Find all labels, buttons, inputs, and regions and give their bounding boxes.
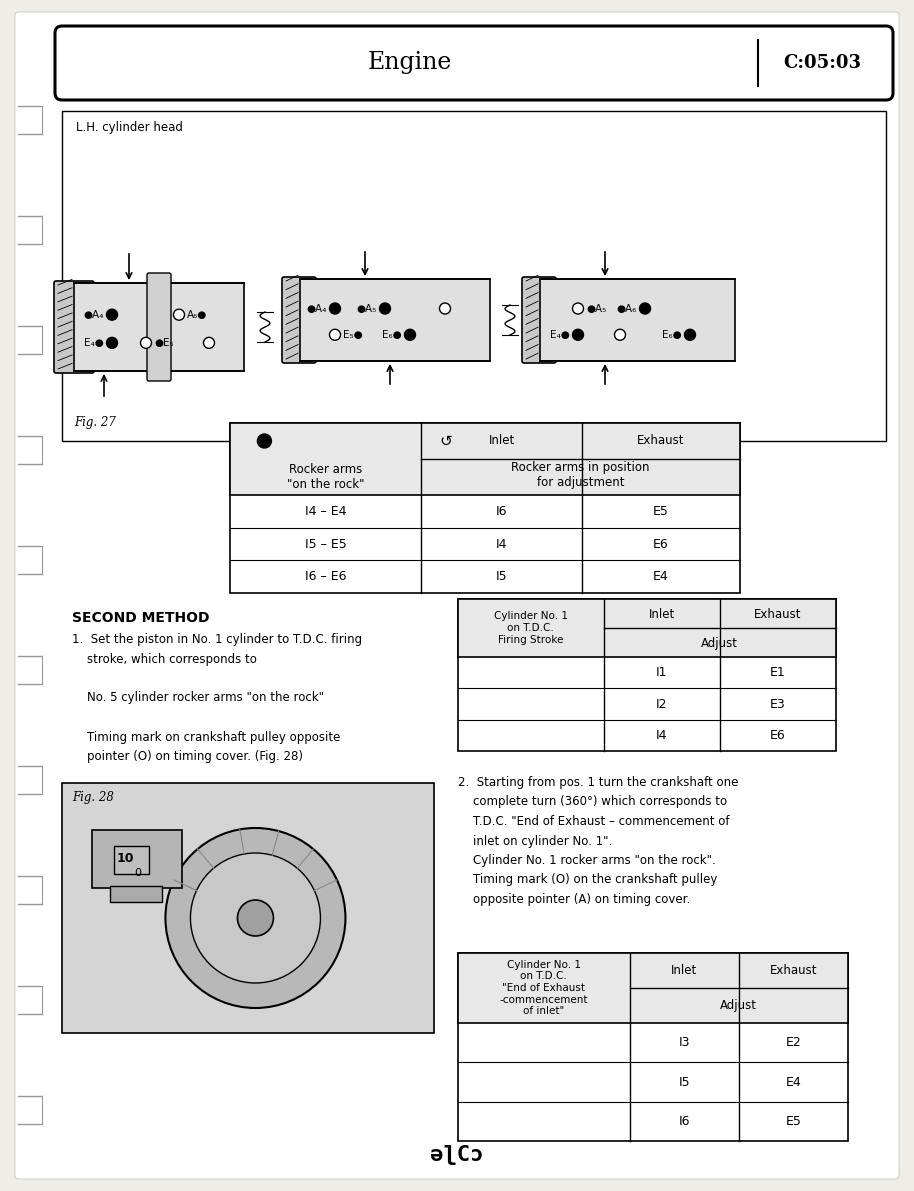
Text: I2: I2: [656, 698, 667, 711]
Text: E₄●: E₄●: [550, 330, 570, 339]
Text: E6: E6: [654, 537, 669, 550]
Text: Exhaust: Exhaust: [754, 607, 802, 621]
Text: I4: I4: [656, 729, 667, 742]
Text: Inlet: Inlet: [649, 607, 675, 621]
Text: I4: I4: [495, 537, 507, 550]
Circle shape: [330, 329, 341, 341]
Text: 2.  Starting from pos. 1 turn the crankshaft one
    complete turn (360°) which : 2. Starting from pos. 1 turn the cranksh…: [458, 777, 739, 906]
FancyBboxPatch shape: [522, 278, 556, 363]
Bar: [92, 830, 182, 888]
Circle shape: [440, 303, 451, 314]
FancyBboxPatch shape: [15, 12, 899, 1179]
Text: 1.  Set the piston in No. 1 cylinder to T.D.C. firing
    stroke, which correspo: 1. Set the piston in No. 1 cylinder to T…: [72, 632, 362, 763]
Text: ●A₅: ●A₅: [356, 304, 377, 313]
Text: ↺: ↺: [440, 434, 452, 449]
Circle shape: [165, 828, 345, 1008]
Text: E5: E5: [785, 1115, 802, 1128]
FancyBboxPatch shape: [54, 281, 94, 373]
Circle shape: [572, 303, 583, 314]
Text: E₆●: E₆●: [663, 330, 682, 339]
Text: I6: I6: [495, 505, 507, 518]
Text: E5: E5: [653, 505, 669, 518]
Bar: [458, 953, 848, 1023]
Text: Fig. 28: Fig. 28: [72, 791, 114, 804]
Bar: [74, 283, 244, 372]
Circle shape: [238, 900, 273, 936]
Circle shape: [190, 853, 321, 983]
Text: ●A₆: ●A₆: [617, 304, 637, 313]
Text: Cylinder No. 1
on T.D.C.
Firing Stroke: Cylinder No. 1 on T.D.C. Firing Stroke: [494, 611, 568, 644]
Circle shape: [204, 337, 215, 348]
Bar: [458, 953, 848, 1141]
Text: Adjust: Adjust: [701, 637, 739, 650]
Text: Rocker arms
"on the rock": Rocker arms "on the rock": [287, 463, 365, 491]
Bar: [110, 886, 162, 902]
Text: E₆●: E₆●: [382, 330, 402, 339]
Bar: [540, 279, 735, 361]
Text: E3: E3: [771, 698, 786, 711]
Bar: [62, 782, 434, 1033]
Text: I1: I1: [656, 666, 667, 679]
Text: E₅●: E₅●: [343, 330, 363, 339]
Circle shape: [685, 329, 696, 341]
FancyBboxPatch shape: [147, 273, 171, 381]
Text: Rocker arms in position
for adjustment: Rocker arms in position for adjustment: [511, 461, 650, 490]
Text: I6 – E6: I6 – E6: [305, 570, 346, 584]
Bar: [458, 599, 836, 752]
Text: A₆●: A₆●: [187, 310, 207, 319]
Text: Inlet: Inlet: [488, 435, 515, 448]
Bar: [458, 599, 836, 657]
Text: ●E₅: ●E₅: [154, 338, 174, 348]
Text: ●A₅: ●A₅: [586, 304, 606, 313]
Circle shape: [107, 337, 118, 348]
Circle shape: [174, 310, 185, 320]
Text: Fig. 27: Fig. 27: [74, 416, 116, 429]
FancyBboxPatch shape: [55, 26, 893, 100]
Bar: [62, 111, 886, 441]
Text: E6: E6: [771, 729, 786, 742]
Text: I5: I5: [495, 570, 507, 584]
Text: Cylinder No. 1
on T.D.C.
"End of Exhaust
-commencement
of inlet": Cylinder No. 1 on T.D.C. "End of Exhaust…: [500, 960, 588, 1016]
Text: I4 – E4: I4 – E4: [305, 505, 346, 518]
Circle shape: [379, 303, 390, 314]
Text: E2: E2: [785, 1036, 802, 1049]
Text: I5 – E5: I5 – E5: [304, 537, 346, 550]
Text: Inlet: Inlet: [671, 965, 697, 978]
Circle shape: [141, 337, 152, 348]
Circle shape: [405, 329, 416, 341]
Text: E4: E4: [654, 570, 669, 584]
Bar: [300, 279, 490, 361]
Text: C:05:03: C:05:03: [783, 54, 861, 71]
Text: I6: I6: [678, 1115, 690, 1128]
Text: Adjust: Adjust: [720, 998, 758, 1011]
Text: 0: 0: [134, 868, 141, 878]
Text: ●A₄: ●A₄: [306, 304, 327, 313]
Circle shape: [640, 303, 651, 314]
Text: 10: 10: [117, 852, 134, 865]
Circle shape: [258, 434, 271, 448]
Circle shape: [107, 310, 118, 320]
Text: E₄●: E₄●: [84, 338, 104, 348]
Text: I5: I5: [678, 1075, 690, 1089]
Bar: [230, 423, 740, 495]
Text: Exhaust: Exhaust: [770, 965, 817, 978]
Text: L.H. cylinder head: L.H. cylinder head: [76, 121, 183, 135]
Bar: [114, 846, 149, 874]
FancyBboxPatch shape: [282, 278, 316, 363]
Bar: [230, 423, 740, 593]
Text: ǝɭCɔ: ǝɭCɔ: [430, 1145, 484, 1165]
Text: E1: E1: [771, 666, 786, 679]
Text: ●A₄: ●A₄: [83, 310, 104, 319]
Text: SECOND METHOD: SECOND METHOD: [72, 611, 209, 625]
Text: Engine: Engine: [367, 51, 452, 75]
Circle shape: [614, 329, 625, 341]
Text: E4: E4: [785, 1075, 802, 1089]
Circle shape: [572, 329, 583, 341]
Text: Exhaust: Exhaust: [637, 435, 685, 448]
Text: I3: I3: [678, 1036, 690, 1049]
Circle shape: [330, 303, 341, 314]
